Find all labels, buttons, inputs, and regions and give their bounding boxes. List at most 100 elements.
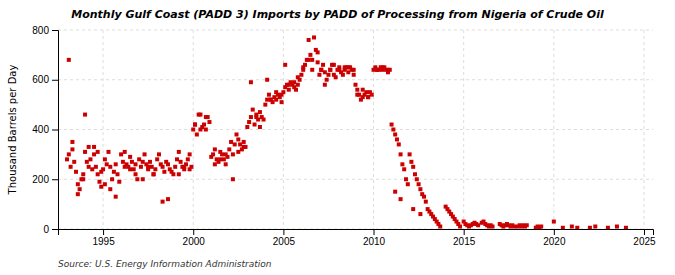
point xyxy=(319,68,323,72)
point xyxy=(220,152,224,156)
point xyxy=(148,160,152,164)
point xyxy=(269,98,273,102)
point xyxy=(280,100,284,104)
point xyxy=(399,152,403,156)
point xyxy=(135,177,139,181)
point xyxy=(265,98,269,102)
point xyxy=(391,128,395,132)
point xyxy=(235,132,239,136)
point xyxy=(141,160,145,164)
tick: 1995 xyxy=(92,229,115,247)
point xyxy=(366,95,370,99)
point xyxy=(173,165,177,169)
tick: 2015 xyxy=(453,229,476,247)
tick-mark xyxy=(464,229,465,235)
point xyxy=(274,98,278,102)
point xyxy=(525,223,529,227)
point xyxy=(411,207,415,211)
point xyxy=(375,68,379,72)
point xyxy=(211,152,215,156)
point xyxy=(287,83,291,87)
point xyxy=(171,172,175,176)
tick-mark xyxy=(52,80,58,81)
point xyxy=(323,83,327,87)
point xyxy=(400,162,404,166)
tick-label: 2025 xyxy=(633,236,656,247)
point xyxy=(110,177,114,181)
point xyxy=(242,145,246,149)
grid-line xyxy=(283,30,284,229)
point xyxy=(328,68,332,72)
point xyxy=(292,80,296,84)
points xyxy=(65,35,628,229)
point xyxy=(323,70,327,74)
point xyxy=(355,93,359,97)
point xyxy=(404,177,408,181)
point xyxy=(328,68,332,72)
point xyxy=(438,225,442,229)
point xyxy=(143,152,147,156)
tick: 200 xyxy=(32,174,58,185)
point xyxy=(262,118,266,122)
point xyxy=(413,172,417,176)
tick-label: 600 xyxy=(32,74,49,85)
point xyxy=(393,190,397,194)
point xyxy=(188,167,192,171)
point xyxy=(123,150,127,154)
tick-label: 800 xyxy=(32,25,49,36)
point xyxy=(606,226,610,229)
point xyxy=(70,147,74,151)
point xyxy=(83,113,87,117)
point xyxy=(67,58,71,62)
point xyxy=(409,160,413,164)
tick-mark xyxy=(52,30,58,31)
point xyxy=(418,212,422,216)
point xyxy=(245,125,249,129)
grid-line xyxy=(58,179,653,180)
point xyxy=(188,152,192,156)
tick-mark xyxy=(554,229,555,235)
point xyxy=(166,197,170,201)
point xyxy=(195,132,199,136)
axis-line xyxy=(52,31,59,230)
point xyxy=(247,120,251,124)
point xyxy=(361,95,365,99)
point xyxy=(236,137,240,141)
point xyxy=(458,225,462,229)
point xyxy=(346,70,350,74)
point xyxy=(325,78,329,82)
point xyxy=(393,132,397,136)
point xyxy=(397,142,401,146)
point xyxy=(92,152,96,156)
y-axis-title: Thousand Barrels per Day xyxy=(7,65,18,196)
point xyxy=(337,68,341,72)
point xyxy=(152,172,156,176)
point xyxy=(227,147,231,151)
point xyxy=(224,162,228,166)
point xyxy=(236,150,240,154)
axis-line xyxy=(59,230,654,236)
point xyxy=(186,157,190,161)
point xyxy=(408,152,412,156)
tick-label: 2010 xyxy=(363,236,386,247)
point xyxy=(78,187,82,191)
grid-line xyxy=(58,129,653,130)
point xyxy=(76,192,80,196)
tick-mark xyxy=(103,229,104,235)
point xyxy=(231,152,235,156)
point xyxy=(258,110,262,114)
tick-label: 2020 xyxy=(543,236,566,247)
point xyxy=(588,226,592,229)
chart: 1995200020052010201520202025020040060080… xyxy=(0,0,675,275)
point xyxy=(204,128,208,132)
point xyxy=(415,177,419,181)
point xyxy=(193,123,197,127)
tick: 0 xyxy=(43,224,58,235)
point xyxy=(116,172,120,176)
point xyxy=(355,88,359,92)
point xyxy=(258,125,262,129)
point xyxy=(92,145,96,149)
tick-label: 200 xyxy=(32,174,49,185)
point xyxy=(177,172,181,176)
grid-line xyxy=(463,30,464,229)
